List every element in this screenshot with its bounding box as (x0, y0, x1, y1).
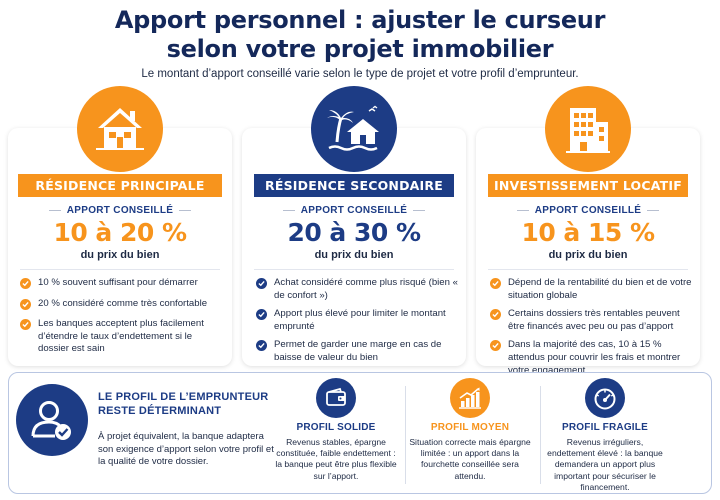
user-check-icon (16, 384, 88, 456)
profile-moyen-text: Situation correcte mais épargne limitée … (409, 437, 531, 481)
bullet-text: Achat considéré comme plus risqué (bien … (274, 277, 458, 301)
profile-solide-title: PROFIL SOLIDE (296, 422, 376, 433)
profile-separator (540, 386, 541, 484)
gauge-icon (585, 378, 625, 418)
apport-label-text: APPORT CONSEILLÉ (66, 205, 174, 216)
list-item: Achat considéré comme plus risqué (bien … (256, 277, 460, 302)
list-item: Apport plus élevé pour limiter le montan… (256, 308, 460, 333)
check-icon (256, 340, 267, 352)
card-divider (488, 269, 688, 270)
profile-fragile: PROFIL FRAGILE Revenus irréguliers, ende… (540, 378, 670, 493)
wallet-icon (316, 378, 356, 418)
apport-unit: du prix du bien (314, 249, 394, 261)
profile-description: À projet équivalent, la banque adaptera … (98, 431, 274, 467)
check-icon (20, 278, 31, 289)
building-icon (545, 86, 631, 172)
list-item: Les banques acceptent plus facilement d’… (20, 318, 224, 356)
bullet-text: Dans la majorité des cas, 10 à 15 % atte… (508, 339, 681, 376)
house-icon (77, 86, 163, 172)
page-title: Apport personnel : ajuster le curseur se… (0, 6, 720, 64)
check-icon (490, 309, 501, 321)
apport-label: APPORT CONSEILLÉ (476, 205, 700, 216)
check-icon (490, 340, 501, 352)
apport-range: 10 à 15 % (521, 218, 655, 247)
banner-residence-secondaire: RÉSIDENCE SECONDAIRE (254, 174, 454, 197)
list-item: 20 % considéré comme très confortable (20, 298, 224, 311)
bar-chart-icon (450, 378, 490, 418)
bullet-text: Permet de garder une marge en cas de bai… (274, 339, 442, 363)
bullet-text: Apport plus élevé pour limiter le montan… (274, 308, 446, 332)
list-item: Dépend de la rentabilité du bien et de v… (490, 277, 694, 302)
list-item: Permet de garder une marge en cas de bai… (256, 339, 460, 364)
apport-label: APPORT CONSEILLÉ (8, 205, 232, 216)
profile-moyen-title: PROFIL MOYEN (430, 422, 510, 433)
list-item: 10 % souvent suffisant pour démarrer (20, 277, 224, 290)
apport-label-text: APPORT CONSEILLÉ (300, 205, 408, 216)
check-icon (20, 298, 31, 310)
apport-unit: du prix du bien (548, 249, 628, 261)
check-icon (256, 278, 267, 289)
title-line-1: Apport personnel : ajuster le curseur (114, 6, 606, 34)
profile-fragile-text: Revenus irréguliers, endettement élevé :… (547, 437, 663, 492)
check-icon (20, 319, 31, 331)
bullet-text: 20 % considéré comme très confortable (38, 297, 208, 309)
apport-label-text: APPORT CONSEILLÉ (534, 205, 642, 216)
bullet-text: Les banques acceptent plus facilement d’… (38, 318, 204, 355)
apport-label: APPORT CONSEILLÉ (242, 205, 466, 216)
bullet-list-residence-principale: 10 % souvent suffisant pour démarrer 20 … (20, 277, 224, 364)
page-subtitle: Le montant d’apport conseillé varie selo… (141, 68, 579, 80)
check-icon (490, 278, 501, 289)
card-divider (20, 269, 220, 270)
profile-separator (405, 386, 406, 484)
list-item: Dans la majorité des cas, 10 à 15 % atte… (490, 339, 694, 377)
apport-range: 10 à 20 % (53, 218, 187, 247)
bullet-list-investissement-locatif: Dépend de la rentabilité du bien et de v… (490, 277, 694, 383)
list-item: Certains dossiers très rentables peuvent… (490, 308, 694, 333)
bullet-text: Dépend de la rentabilité du bien et de v… (508, 277, 692, 301)
check-icon (256, 309, 267, 321)
apport-unit: du prix du bien (80, 249, 160, 261)
banner-investissement-locatif: INVESTISSEMENT LOCATIF (488, 174, 688, 197)
profile-title-line-2: RESTE DÉTERMINANT (98, 405, 222, 417)
bullet-text: Certains dossiers très rentables peuvent… (508, 308, 680, 332)
bullet-list-residence-secondaire: Achat considéré comme plus risqué (bien … (256, 277, 460, 371)
bullet-text: 10 % souvent suffisant pour démarrer (38, 277, 198, 288)
profile-solide: PROFIL SOLIDE Revenus stables, épargne c… (271, 378, 401, 482)
profile-title: LE PROFIL DE L’EMPRUNTEUR RESTE DÉTERMIN… (98, 390, 278, 418)
profile-title-line-1: LE PROFIL DE L’EMPRUNTEUR (98, 391, 269, 403)
title-line-2: selon votre projet immobilier (166, 35, 554, 63)
beach-house-icon (311, 86, 397, 172)
banner-residence-principale: RÉSIDENCE PRINCIPALE (18, 174, 222, 197)
card-divider (254, 269, 454, 270)
profile-fragile-title: PROFIL FRAGILE (562, 422, 648, 433)
apport-range: 20 à 30 % (287, 218, 421, 247)
profile-moyen: PROFIL MOYEN Situation correcte mais épa… (405, 378, 535, 482)
profile-solide-text: Revenus stables, épargne constituée, fai… (275, 437, 397, 481)
